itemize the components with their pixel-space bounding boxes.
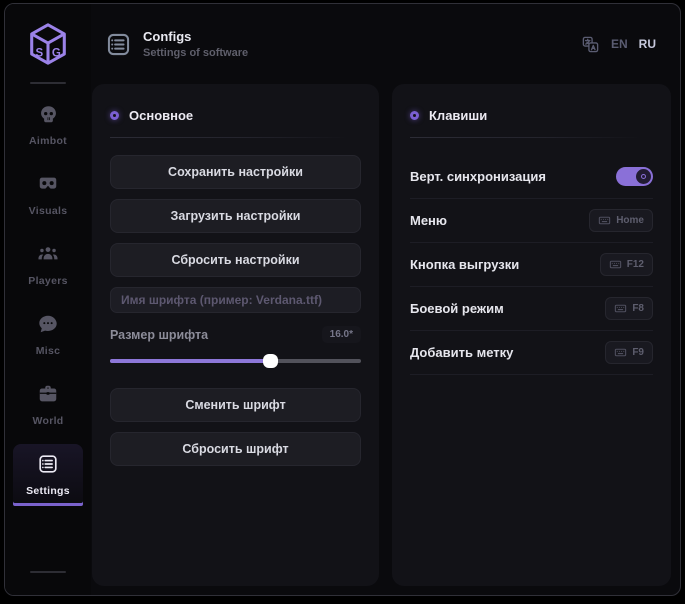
sidebar-item-players[interactable]: Players [13, 234, 83, 296]
save-settings-button[interactable]: Сохранить настройки [110, 155, 361, 189]
sidebar-item-label: World [32, 415, 64, 427]
unload-key-label: Кнопка выгрузки [410, 257, 520, 272]
chat-icon [37, 313, 59, 338]
lang-en-button[interactable]: EN [610, 37, 628, 51]
keyboard-icon [599, 216, 611, 225]
font-size-slider[interactable] [110, 354, 361, 368]
combat-mode-key-row: Боевой режим F8 [410, 287, 653, 331]
sidebar-divider-bottom [30, 571, 66, 573]
section-divider [110, 137, 361, 138]
sidebar-divider-top [30, 82, 66, 84]
section-header-keys: Клавиши [410, 108, 653, 123]
language-switcher: EN RU [581, 35, 656, 54]
app-window: S G Aimbot [4, 3, 681, 596]
sidebar-item-label: Players [28, 275, 68, 287]
load-settings-button[interactable]: Загрузить настройки [110, 199, 361, 233]
sidebar-nav: Aimbot Visuals [13, 94, 83, 514]
keybinds-card: Клавиши Верт. синхронизация Меню [392, 84, 671, 586]
font-size-row: Размер шрифта 16.0* [110, 326, 361, 343]
section-title: Клавиши [429, 108, 488, 123]
page-subtitle: Settings of software [143, 47, 249, 59]
menu-key-row: Меню Home [410, 199, 653, 243]
reset-font-button[interactable]: Сбросить шрифт [110, 432, 361, 466]
vsync-toggle[interactable] [616, 167, 653, 186]
section-dot-icon [410, 111, 419, 120]
keyboard-icon [615, 348, 627, 357]
reset-settings-button[interactable]: Сбросить настройки [110, 243, 361, 277]
header-left: Configs Settings of software [105, 29, 248, 59]
combat-mode-label: Боевой режим [410, 301, 504, 316]
lang-ru-button[interactable]: RU [638, 37, 656, 51]
combat-keybind-button[interactable]: F8 [605, 297, 653, 320]
slider-knob[interactable] [262, 354, 278, 368]
vsync-label: Верт. синхронизация [410, 169, 546, 184]
keyboard-icon [615, 304, 627, 313]
content: Основное Сохранить настройки Загрузить н… [91, 84, 680, 595]
sidebar-item-aimbot[interactable]: Aimbot [13, 94, 83, 156]
section-header-main: Основное [110, 108, 361, 123]
section-dot-icon [110, 111, 119, 120]
main-settings-card: Основное Сохранить настройки Загрузить н… [92, 84, 379, 586]
change-font-button[interactable]: Сменить шрифт [110, 388, 361, 422]
font-size-label: Размер шрифта [110, 327, 209, 342]
header-text: Configs Settings of software [143, 29, 248, 59]
slider-fill [110, 359, 271, 363]
svg-text:G: G [52, 47, 61, 59]
players-icon [37, 243, 59, 268]
sidebar-item-label: Visuals [28, 205, 68, 217]
keyboard-icon [609, 260, 621, 269]
translate-icon[interactable] [581, 35, 600, 54]
menu-key-label: Меню [410, 213, 448, 228]
font-name-input[interactable] [110, 287, 361, 313]
sidebar-item-label: Misc [35, 345, 61, 357]
configs-icon [105, 31, 132, 58]
menu-keybind-button[interactable]: Home [589, 209, 653, 232]
list-icon [37, 453, 59, 478]
svg-text:S: S [36, 47, 44, 59]
vsync-row: Верт. синхронизация [410, 155, 653, 199]
add-mark-label: Добавить метку [410, 345, 514, 360]
add-mark-key-row: Добавить метку F9 [410, 331, 653, 375]
sidebar-item-label: Aimbot [29, 134, 67, 147]
skull-icon [38, 104, 59, 128]
unload-key-row: Кнопка выгрузки F12 [410, 243, 653, 287]
sidebar-item-label: Settings [26, 485, 70, 497]
app-logo: S G [24, 20, 72, 68]
page-title: Configs [143, 29, 192, 44]
font-size-value-badge: 16.0* [321, 326, 361, 343]
sidebar-item-world[interactable]: World [13, 374, 83, 436]
section-title: Основное [129, 108, 194, 123]
briefcase-icon [37, 383, 59, 408]
section-divider [410, 137, 653, 138]
sidebar: S G Aimbot [5, 4, 91, 595]
add-mark-keybind-button[interactable]: F9 [605, 341, 653, 364]
sidebar-item-settings[interactable]: Settings [13, 444, 83, 506]
cube-logo-icon: S G [30, 23, 66, 65]
sidebar-item-misc[interactable]: Misc [13, 304, 83, 366]
unload-keybind-button[interactable]: F12 [599, 253, 653, 276]
main-column: Configs Settings of software EN RU [91, 4, 680, 595]
toggle-knob [636, 169, 651, 184]
header: Configs Settings of software EN RU [91, 4, 680, 84]
sidebar-item-visuals[interactable]: Visuals [13, 164, 83, 226]
goggles-icon [37, 173, 59, 198]
